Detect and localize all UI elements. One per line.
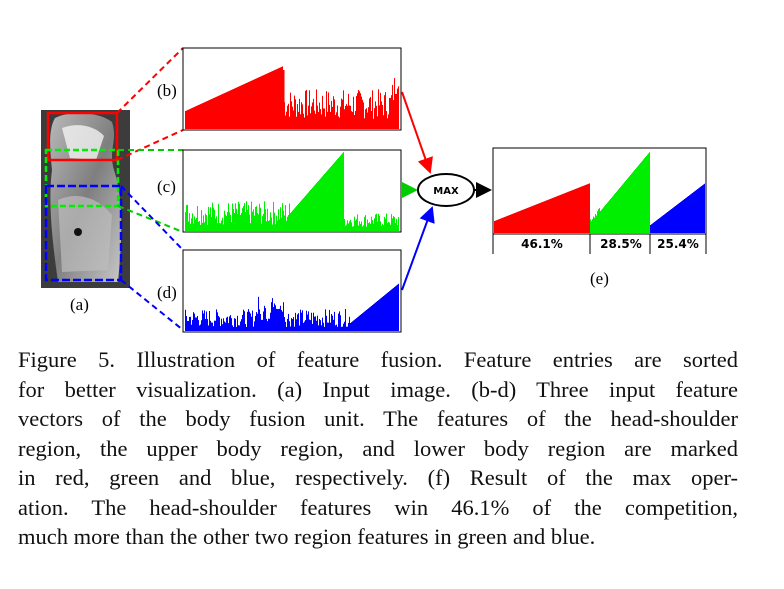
region-box-upper [44,148,120,208]
caption-line: in red, green and blue, respectively. (f… [18,465,738,490]
max-node-label: MAX [433,186,459,197]
feature-bars-head [185,66,399,129]
region-box-head [46,111,119,162]
pct-lower: 25.4% [657,237,699,251]
feature-bars-lower [185,283,399,331]
arrow-blue [401,206,435,291]
caption-line: vectors of the body fusion unit. The fea… [18,406,738,431]
pct-head: 46.1% [521,237,563,251]
feature-bars-upper [185,152,399,231]
label-c: (c) [157,177,176,196]
label-b: (b) [157,81,177,100]
caption-line: Figure 5. Illustration of feature fusion… [18,347,738,372]
input-image-panel: (a) [41,110,130,314]
result-bars [494,152,705,233]
label-a: (a) [70,295,89,314]
caption-line: much more than the other two region feat… [18,524,596,549]
label-e: (e) [590,269,609,288]
region-box-lower [44,184,123,282]
figure-caption: Figure 5. Illustration of feature fusion… [18,345,738,552]
label-d: (d) [157,283,177,302]
caption-line: region, the upper body region, and lower… [18,435,738,461]
caption-line: ation. The head-shoulder features win 46… [18,494,738,520]
caption-line: for better visualization. (a) Input imag… [18,376,738,402]
pct-upper: 28.5% [600,237,642,251]
arrow-red [401,91,433,174]
region-connectors [116,47,184,331]
